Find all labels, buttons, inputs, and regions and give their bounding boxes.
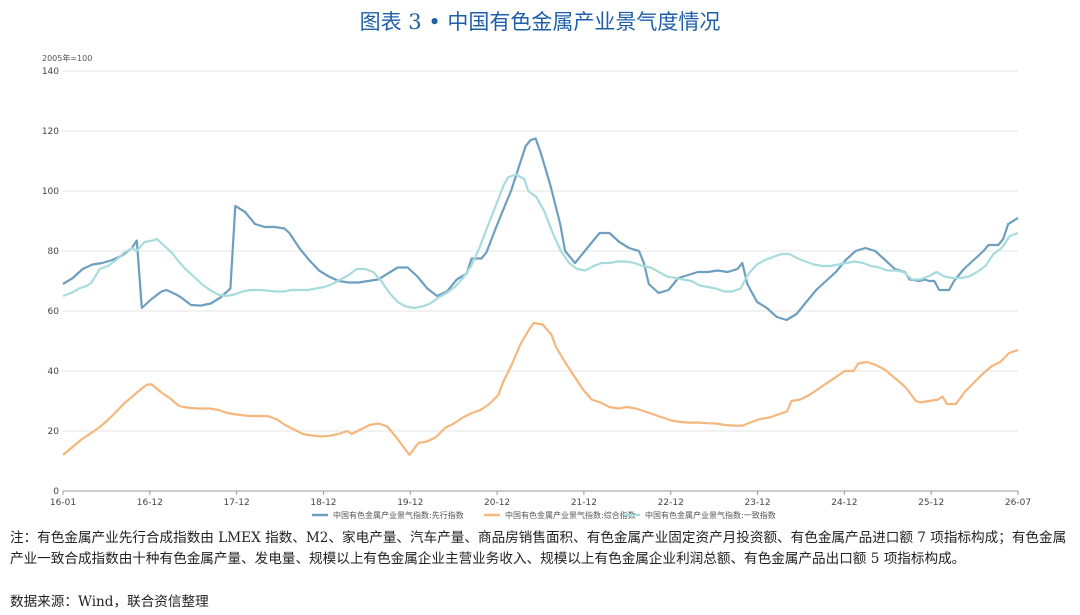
x-tick-label: 24-12 [831,498,857,508]
x-axis-ticks: 16-01 16-12 17-12 18-12 19-12 20-12 21-12 22-12… [50,491,1031,508]
chart-note: 注：有色金属产业先行合成指数由 LMEX 指数、M2、家电产量、汽车产量、商品房… [10,530,1067,567]
y-tick-label: 100 [42,187,59,197]
y-tick-label: 60 [48,307,60,317]
x-tick-label: 21-12 [571,498,597,508]
x-tick-label: 23-12 [744,498,770,508]
x-tick-label: 22-12 [658,498,684,508]
y-tick-label: 40 [48,367,60,377]
data-source: 数据来源：Wind，联合资信整理 [10,594,209,610]
legend-label: 中国有色金属产业景气指数:综合指数 [505,510,636,520]
y-axis-ticks: 0 20 40 60 80 100 120 140 [42,67,59,497]
y-tick-label: 120 [42,127,59,137]
series-line-s1 [62,137,1019,322]
x-tick-label: 16-01 [50,498,76,508]
x-tick-label: 18-12 [310,498,336,508]
legend: 中国有色金属产业景气指数:先行指数 中国有色金属产业景气指数:综合指数 中国有色金属… [312,510,776,520]
x-tick-label: 25-12 [918,498,944,508]
y-tick-label: 140 [42,67,59,77]
x-tick-label: 19-12 [397,498,423,508]
x-tick-label: 17-12 [224,498,250,508]
y-axis-unit-label: 2005年=100 [42,53,92,63]
x-tick-label: 16-12 [137,498,163,508]
y-tick-label: 20 [48,427,60,437]
legend-label: 中国有色金属产业景气指数:一致指数 [645,510,776,520]
y-tick-label: 0 [53,487,59,497]
series-line-s3 [62,173,1019,310]
x-tick-label: 20-12 [484,498,510,508]
x-tick-label: 26-07 [1005,498,1031,508]
series-lines [62,137,1019,457]
legend-label: 中国有色金属产业景气指数:先行指数 [333,510,464,520]
grid-lines [63,70,1018,432]
chart-title: 图表 3 • 中国有色金属产业景气度情况 [359,10,721,34]
y-tick-label: 80 [48,247,60,257]
series-line-s2 [62,321,1019,457]
